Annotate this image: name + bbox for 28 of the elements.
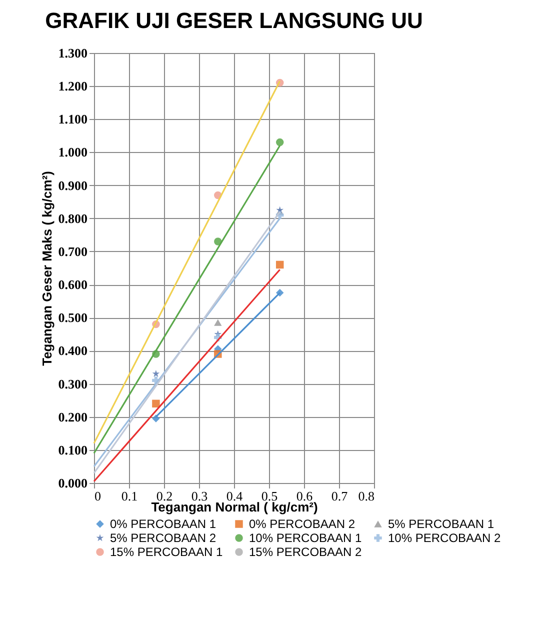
- y-tick-label: 0.200: [58, 409, 88, 424]
- y-tick-label: 1.200: [58, 78, 88, 94]
- legend-label: 15% PERCOBAAN 2: [249, 545, 362, 559]
- y-tick-label: 0.100: [58, 442, 88, 458]
- legend-label: 5% PERCOBAAN 2: [110, 531, 216, 545]
- y-tick-label: 0.900: [58, 178, 88, 193]
- y-tick-label: 0.600: [58, 277, 88, 292]
- x-tick-label: 0.1: [121, 488, 138, 504]
- legend-label: 5% PERCOBAAN 1: [388, 517, 494, 531]
- x-tick-label: 0: [94, 488, 101, 504]
- y-tick-label: 0.000: [58, 476, 88, 490]
- x-tick-label: 0.7: [331, 488, 348, 504]
- legend-label: 10% PERCOBAAN 2: [388, 531, 502, 545]
- y-tick-label: 0.700: [58, 244, 88, 259]
- legend-label: 0% PERCOBAAN 1: [110, 517, 216, 531]
- y-tick-label: 1.300: [58, 46, 88, 60]
- y-tick-label: 0.500: [58, 310, 88, 326]
- y-tick-label: 0.800: [58, 210, 88, 226]
- y-tick-label: 1.100: [58, 112, 88, 127]
- y-tick-label: 1.000: [58, 144, 88, 160]
- y-tick-label: 0.300: [58, 376, 88, 392]
- x-tick-label: 0.8: [358, 488, 374, 504]
- y-tick-label: 0.400: [58, 343, 88, 358]
- legend-label: 0% PERCOBAAN 2: [249, 517, 356, 531]
- chart-title: GRAFIK UJI GESER LANGSUNG UU: [45, 8, 423, 33]
- y-axis-title: Tegangan Geser Maks ( kg/cm²): [39, 171, 54, 366]
- legend-label: 15% PERCOBAAN 1: [110, 545, 224, 559]
- legend-label: 10% PERCOBAAN 1: [249, 531, 362, 545]
